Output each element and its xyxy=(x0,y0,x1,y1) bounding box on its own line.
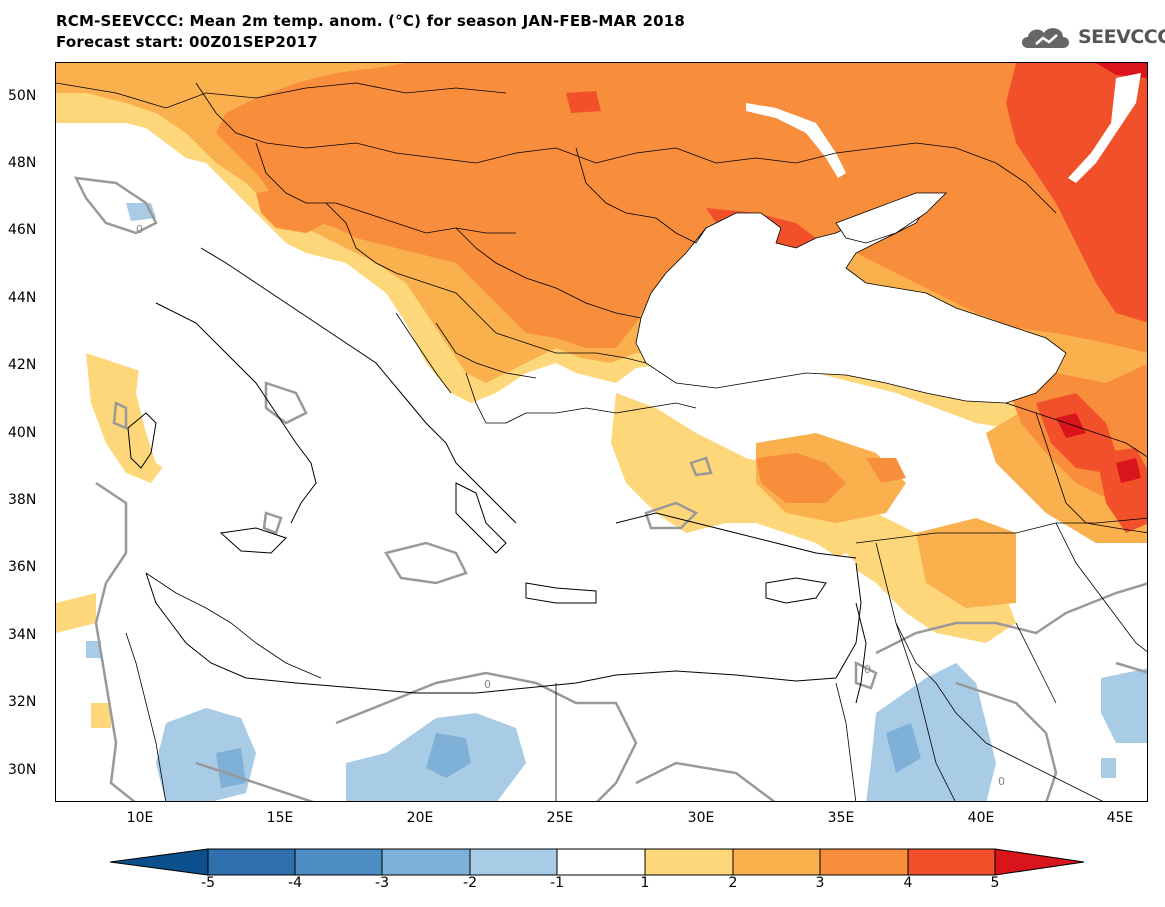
chart-title: RCM-SEEVCCC: Mean 2m temp. anom. (°C) fo… xyxy=(56,12,685,30)
colorbar xyxy=(110,848,1085,876)
contour-label: 0 xyxy=(864,663,871,676)
anomaly-area-minus1to2 xyxy=(1101,668,1147,743)
colorbar-label: -1 xyxy=(550,875,564,891)
lat-label: 40N xyxy=(8,425,37,441)
lat-label: 32N xyxy=(8,694,37,710)
anomaly-area-1to2 xyxy=(91,703,111,728)
anomaly-area-2to3 xyxy=(916,518,1016,608)
anomaly-area-minus2to3 xyxy=(216,748,246,788)
lon-label: 20E xyxy=(406,810,434,826)
colorbar-arrow-left xyxy=(110,848,209,876)
anomaly-area-3to4 xyxy=(866,458,906,483)
colorbar-label: 2 xyxy=(728,875,738,891)
colorbar-swatch xyxy=(819,848,909,876)
colorbar-label: 1 xyxy=(640,875,650,891)
colorbar-label: -3 xyxy=(375,875,389,891)
contour-label: 0 xyxy=(136,223,143,236)
anomaly-area-4to5 xyxy=(566,91,601,113)
anomaly-area-1to2 xyxy=(56,593,96,633)
colorbar-swatch xyxy=(644,848,734,876)
cloud-logo-icon xyxy=(1022,28,1069,48)
lon-label: 10E xyxy=(126,810,154,826)
tyrrhenian-sea xyxy=(136,303,276,483)
anomaly-area-3to4 xyxy=(756,453,846,503)
lat-label: 34N xyxy=(8,627,37,643)
anomaly-area-minus2to3 xyxy=(426,733,471,778)
lat-label: 46N xyxy=(8,222,37,238)
anomaly-area-minus1to2 xyxy=(86,641,101,658)
contour-label: 0 xyxy=(484,678,491,691)
lon-label: 15E xyxy=(266,810,294,826)
lat-label: 36N xyxy=(8,559,37,575)
map-panel: 0 0 0 0 xyxy=(55,62,1148,802)
coastlines xyxy=(127,247,867,704)
anomaly-area-over5 xyxy=(1096,63,1147,78)
lat-label: 42N xyxy=(8,357,37,373)
mediterranean-sea xyxy=(146,248,856,688)
lon-label: 45E xyxy=(1106,810,1134,826)
anomaly-area-minus2to3 xyxy=(886,723,921,773)
contour-label: 0 xyxy=(998,775,1005,788)
lat-label: 30N xyxy=(8,762,37,778)
country-borders xyxy=(56,82,1147,801)
lat-label: 38N xyxy=(8,492,37,508)
anomaly-area-3to4 xyxy=(256,188,326,233)
lat-label: 44N xyxy=(8,290,37,306)
anomaly-area-minus1to2 xyxy=(1101,758,1116,778)
anomaly-area-over5 xyxy=(1056,413,1086,438)
colorbar-arrow-right xyxy=(994,848,1085,876)
colorbar-label: 4 xyxy=(903,875,913,891)
seevccc-logo: SEEVCCC xyxy=(1018,20,1165,54)
lon-label: 35E xyxy=(827,810,855,826)
black-sea xyxy=(635,192,1067,404)
colorbar-label: -4 xyxy=(288,875,302,891)
colorbar-label: -2 xyxy=(463,875,477,891)
colorbar-swatch xyxy=(556,848,646,876)
logo-text: SEEVCCC xyxy=(1078,26,1165,48)
lat-label: 48N xyxy=(8,155,37,171)
dnieper-reservoir xyxy=(746,103,846,178)
colorbar-label: -5 xyxy=(201,875,215,891)
colorbar-swatch xyxy=(732,848,821,876)
lon-label: 25E xyxy=(546,810,574,826)
sea-of-azov xyxy=(835,192,947,244)
don-river xyxy=(1068,73,1141,183)
colorbar-swatch xyxy=(294,848,383,876)
temperature-anomaly-map: 0 0 0 0 xyxy=(56,63,1147,801)
colorbar-label: 3 xyxy=(815,875,825,891)
colorbar-label: 5 xyxy=(990,875,1000,891)
colorbar-swatch xyxy=(207,848,296,876)
lon-label: 40E xyxy=(967,810,995,826)
colorbar-swatch xyxy=(381,848,471,876)
forecast-start-label: Forecast start: 00Z01SEP2017 xyxy=(56,33,318,51)
anomaly-area-3to4 xyxy=(216,63,1147,353)
colorbar-swatch xyxy=(907,848,996,876)
colorbar-swatch xyxy=(469,848,558,876)
anomaly-area-over5 xyxy=(1116,458,1141,483)
lon-label: 30E xyxy=(687,810,715,826)
lat-label: 50N xyxy=(8,88,37,104)
